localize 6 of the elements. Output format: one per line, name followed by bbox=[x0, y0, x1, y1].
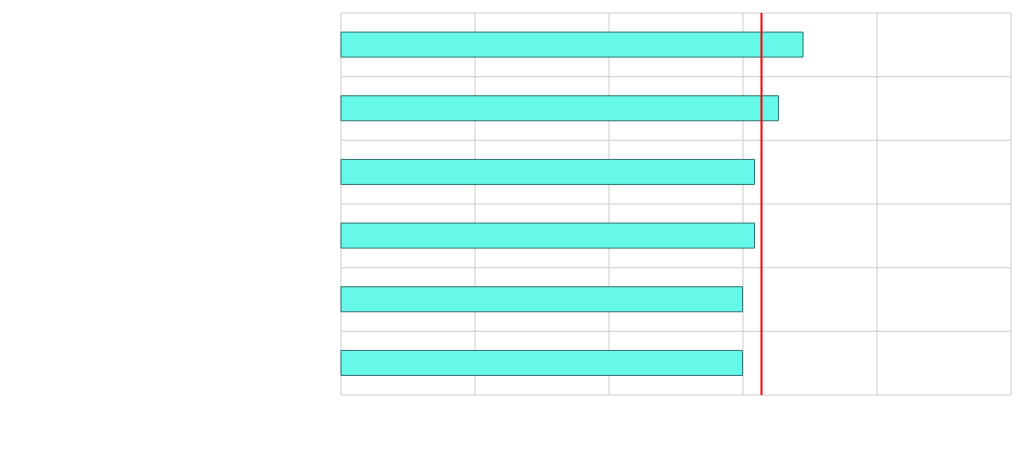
bar bbox=[340, 349, 744, 376]
bar bbox=[340, 222, 756, 249]
bar bbox=[340, 286, 744, 313]
bar bbox=[340, 158, 756, 185]
bar bbox=[340, 95, 780, 122]
bar bbox=[340, 31, 804, 58]
